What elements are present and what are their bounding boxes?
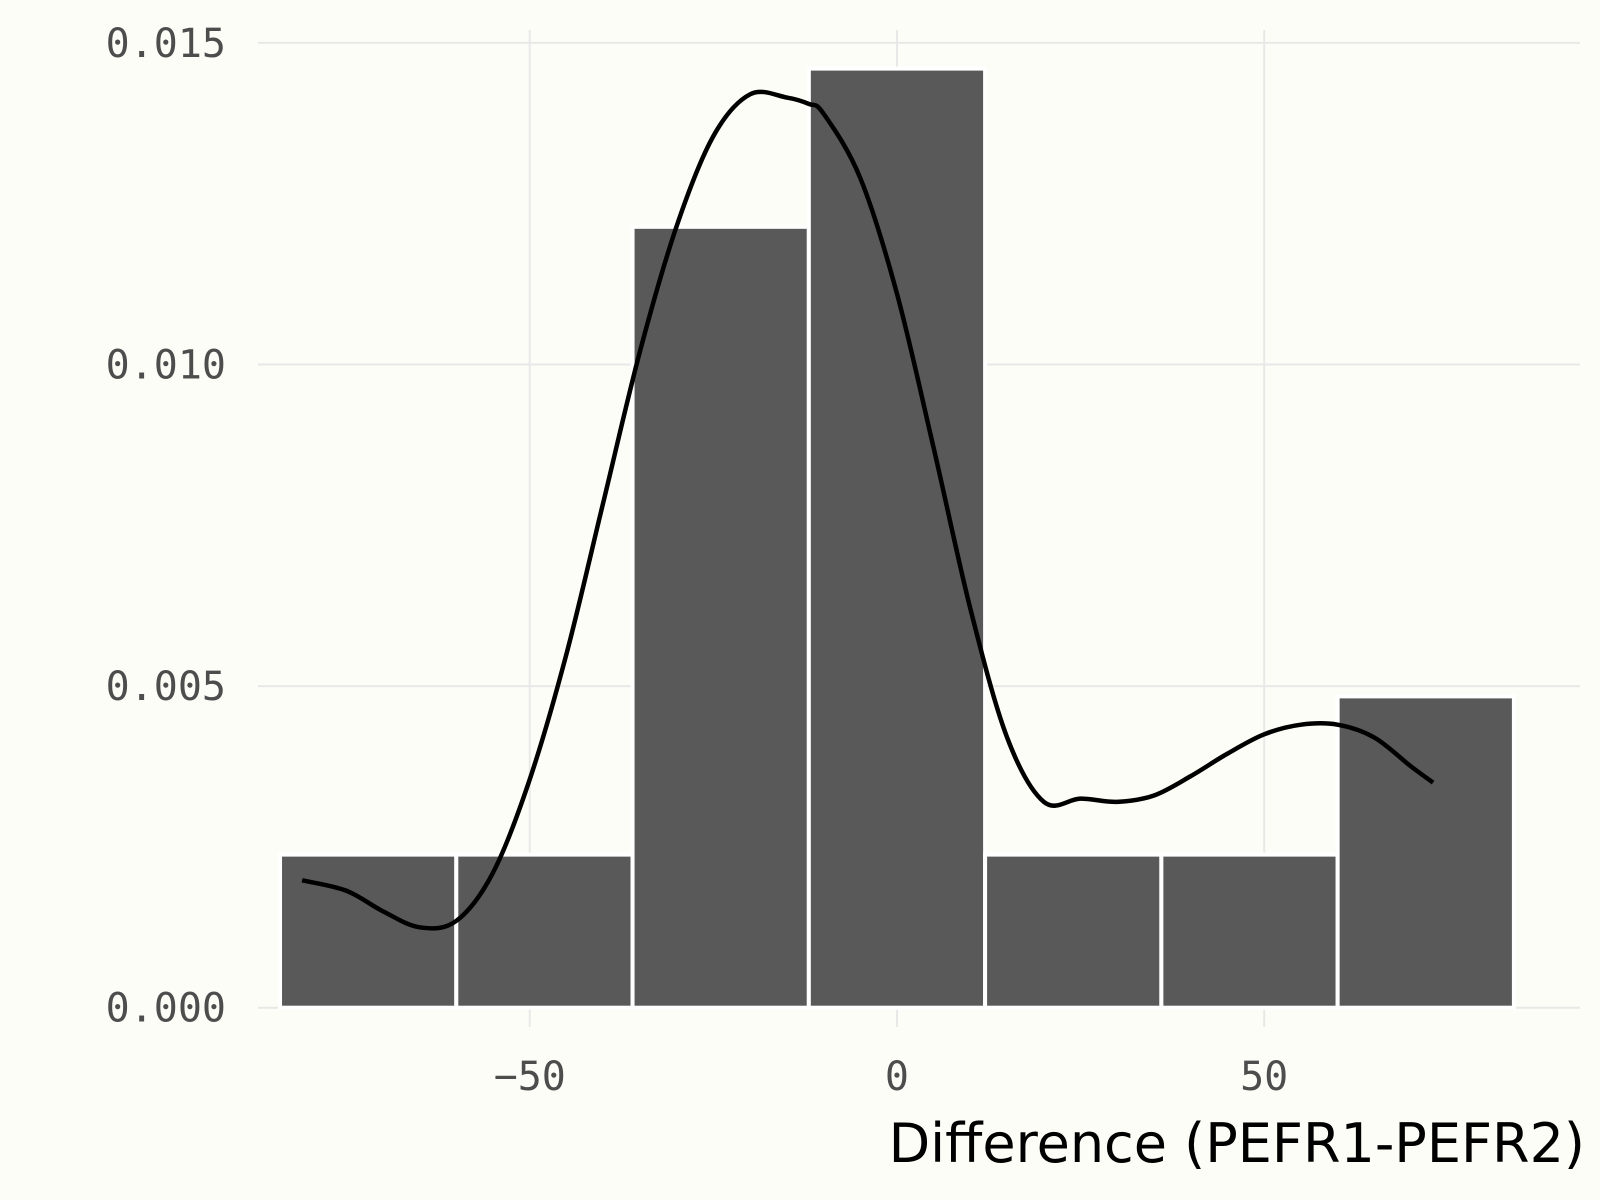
y-axis-tick-labels: 0.000 0.005 0.010 0.015 xyxy=(106,21,226,1032)
histogram-bar xyxy=(278,852,459,1010)
x-axis-tick-labels: −50 0 50 xyxy=(494,1054,1289,1100)
x-axis-title: Difference (PEFR1-PEFR2) xyxy=(889,1112,1585,1175)
y-tick-label: 0.015 xyxy=(106,21,226,67)
histogram-bar xyxy=(454,852,635,1010)
histogram-bar xyxy=(1159,852,1340,1010)
x-tick-label: −50 xyxy=(494,1054,566,1100)
histogram-bar xyxy=(630,224,811,1010)
density-curve-layer xyxy=(301,89,1435,931)
x-tick-label: 0 xyxy=(885,1054,909,1100)
y-tick-label: 0.010 xyxy=(106,342,226,388)
density-curve xyxy=(301,89,1435,931)
y-tick-label: 0.005 xyxy=(106,664,226,710)
y-tick-label: 0.000 xyxy=(106,986,226,1032)
histogram-bar xyxy=(806,66,988,1010)
histogram-bar xyxy=(983,852,1164,1010)
x-tick-label: 50 xyxy=(1240,1054,1288,1100)
histogram-bars xyxy=(278,66,1516,1010)
histogram-bar xyxy=(1335,694,1516,1010)
